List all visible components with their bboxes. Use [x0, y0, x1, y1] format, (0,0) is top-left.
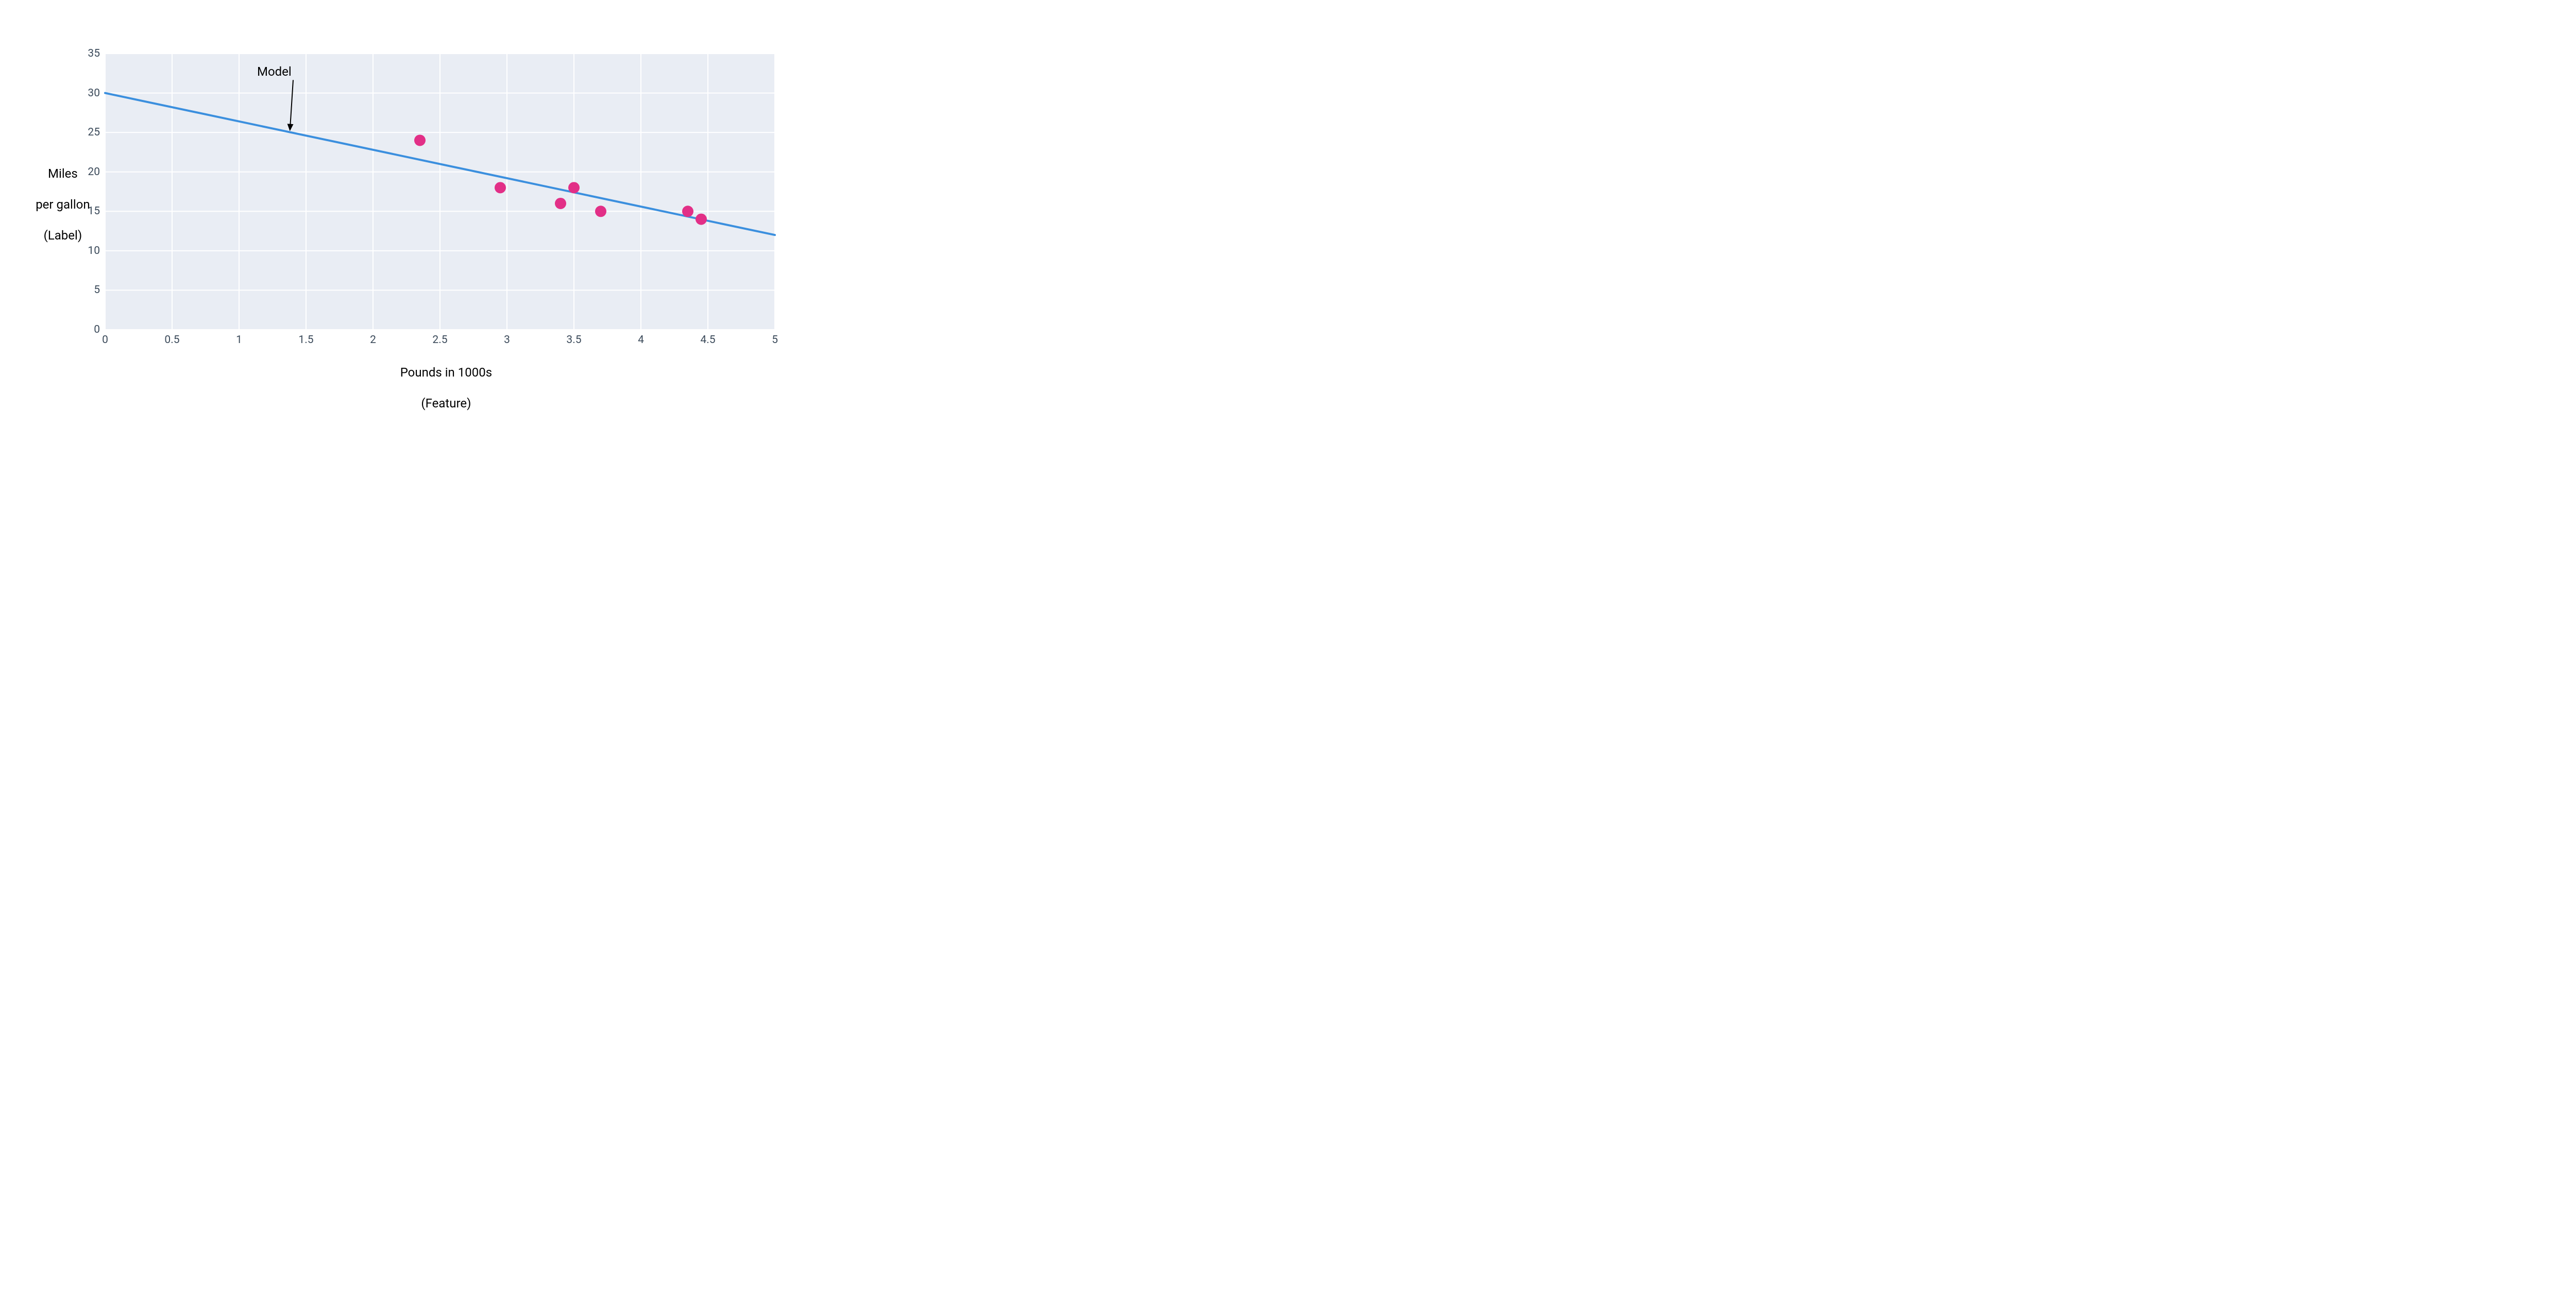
x-tick-label: 4	[625, 334, 656, 346]
x-tick-label: 4.5	[692, 334, 723, 346]
x-tick-label: 3.5	[558, 334, 589, 346]
data-point	[495, 182, 506, 193]
y-tick-label: 5	[94, 284, 100, 296]
gridlines	[105, 54, 775, 330]
data-point	[414, 134, 426, 146]
y-tick-label: 25	[88, 126, 100, 139]
y-axis-label-line2: per gallon	[36, 197, 90, 212]
y-tick-label: 30	[88, 87, 100, 99]
x-tick-label: 1.5	[291, 334, 321, 346]
x-tick-label: 1	[224, 334, 255, 346]
annotation-label: Model	[257, 64, 292, 79]
chart-svg	[0, 0, 815, 389]
x-axis-label-line2: (Feature)	[421, 396, 471, 411]
x-tick-label: 2	[358, 334, 388, 346]
x-tick-label: 5	[759, 334, 790, 346]
data-point	[568, 182, 580, 193]
y-axis-label-line3: (Label)	[44, 228, 82, 243]
x-tick-label: 0.5	[157, 334, 188, 346]
data-point	[682, 206, 693, 217]
chart-container: { "chart": { "type": "scatter+line", "pa…	[0, 0, 815, 389]
x-axis-label-line1: Pounds in 1000s	[400, 365, 492, 380]
x-tick-label: 3	[492, 334, 522, 346]
y-tick-label: 35	[88, 47, 100, 60]
data-point	[595, 206, 606, 217]
annotation-arrow	[290, 80, 293, 130]
x-axis-label: Pounds in 1000s (Feature)	[378, 349, 502, 426]
y-tick-label: 0	[94, 323, 100, 336]
x-tick-label: 2.5	[425, 334, 455, 346]
y-axis-label-line1: Miles	[48, 166, 78, 181]
data-point	[555, 198, 566, 209]
data-point	[696, 214, 707, 225]
y-axis-label: Miles per gallon (Label)	[21, 150, 93, 259]
